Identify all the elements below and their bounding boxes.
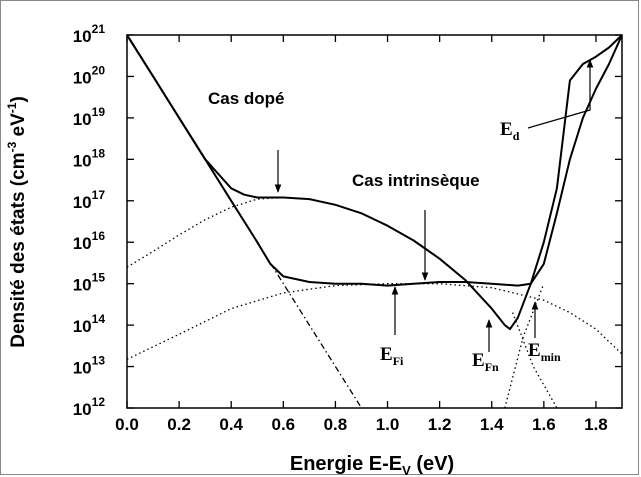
y-tick-label: 1014: [73, 312, 106, 336]
y-tick-exponent: 20: [92, 63, 106, 77]
series-line: [127, 35, 622, 287]
y-tick-exponent: 17: [92, 188, 106, 202]
y-tick-label: 1017: [73, 188, 106, 212]
series-line: [127, 35, 622, 331]
x-tick-label: 1.2: [428, 415, 452, 434]
x-tick-label: 1.6: [532, 415, 556, 434]
series-line: [127, 196, 284, 268]
annotation: Ed: [500, 119, 520, 143]
y-tick-label: 1018: [73, 146, 106, 170]
annotation: EFn: [472, 350, 499, 374]
y-tick-exponent: 12: [92, 395, 106, 409]
y-tick-exponent: 19: [92, 105, 106, 119]
y-tick-label: 1016: [73, 229, 106, 253]
y-tick-label: 1012: [73, 395, 106, 419]
annotation: Cas intrinsèque: [352, 171, 480, 190]
y-tick-exponent: 15: [92, 271, 106, 285]
series-line: [504, 283, 545, 408]
plot-frame: [126, 34, 623, 409]
y-tick-exponent: 21: [92, 22, 106, 36]
x-tick-label: 0.4: [219, 415, 243, 434]
y-tick-base: 10: [73, 359, 92, 378]
y-tick-base: 10: [73, 193, 92, 212]
y-tick-exponent: 13: [92, 354, 106, 368]
arrow: [527, 59, 594, 129]
series-line: [127, 283, 622, 360]
y-tick-base: 10: [73, 27, 92, 46]
x-tick-label: 0.8: [324, 415, 348, 434]
y-tick-exponent: 16: [92, 229, 106, 243]
y-tick-label: 1021: [73, 22, 106, 46]
y-tick-label: 1013: [73, 354, 106, 378]
x-axis-label: Energie E-EV (eV): [290, 453, 454, 477]
y-tick-label: 1020: [73, 63, 106, 87]
annotation: EFi: [380, 344, 404, 368]
y-tick-base: 10: [73, 151, 92, 170]
annotation: Emin: [528, 340, 561, 364]
y-tick-base: 10: [73, 317, 92, 336]
annotation: Cas dopé: [208, 89, 285, 108]
y-tick-base: 10: [73, 68, 92, 87]
x-tick-label: 0.2: [167, 415, 191, 434]
x-tick-label: 1.8: [584, 415, 608, 434]
series-line: [511, 312, 558, 408]
x-tick-label: 0.0: [115, 415, 139, 434]
x-tick-label: 1.4: [480, 415, 504, 434]
x-tick-label: 0.6: [271, 415, 295, 434]
y-tick-base: 10: [73, 234, 92, 253]
y-tick-base: 10: [73, 276, 92, 295]
x-tick-label: 1.0: [376, 415, 400, 434]
y-tick-exponent: 18: [92, 146, 106, 160]
y-axis-label: Densité des états (cm-3 eV-1): [5, 96, 29, 348]
y-tick-base: 10: [73, 110, 92, 129]
y-tick-label: 1019: [73, 105, 106, 129]
y-tick-base: 10: [73, 400, 92, 419]
y-tick-exponent: 14: [92, 312, 106, 326]
series-line: [127, 35, 363, 408]
y-tick-label: 1015: [73, 271, 106, 295]
